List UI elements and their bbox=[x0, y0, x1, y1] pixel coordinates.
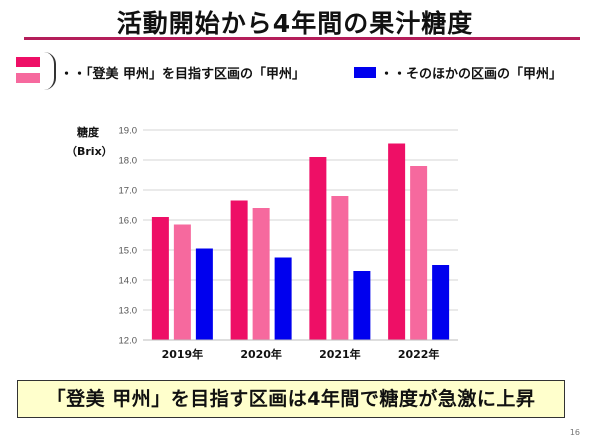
bar bbox=[274, 257, 292, 340]
bar bbox=[432, 265, 450, 340]
y-tick-label: 16.0 bbox=[119, 216, 138, 227]
page-title: 活動開始から4年間の果汁糖度 bbox=[116, 9, 474, 38]
title-underline bbox=[24, 37, 580, 40]
bar bbox=[388, 143, 406, 340]
y-tick-label: 17.0 bbox=[119, 186, 138, 197]
bar bbox=[353, 271, 371, 340]
legend-label-target: ・・「登美 甲州」を目指す区画の「甲州」 bbox=[60, 67, 306, 82]
legend-swatch-other bbox=[354, 67, 376, 78]
y-tick-label: 12.0 bbox=[119, 336, 138, 347]
bar bbox=[410, 166, 428, 340]
legend-swatch-target-light bbox=[16, 73, 40, 83]
y-tick-label: 14.0 bbox=[119, 276, 138, 287]
y-tick-label: 13.0 bbox=[119, 306, 138, 317]
bar bbox=[173, 224, 191, 340]
y-tick-label: 18.0 bbox=[119, 156, 138, 167]
legend-swatch-target-dark bbox=[16, 57, 40, 67]
bar-layer bbox=[151, 143, 450, 340]
x-tick-label: 2019年 bbox=[162, 347, 204, 361]
bar bbox=[252, 208, 270, 340]
x-tick-label: 2021年 bbox=[319, 347, 361, 361]
x-tick-label: 2022年 bbox=[398, 347, 440, 361]
conclusion-box: 「登美 甲州」を目指す区画は4年間で糖度が急激に上昇 bbox=[17, 380, 565, 418]
y-tick-label: 19.0 bbox=[119, 126, 138, 137]
bar bbox=[331, 196, 349, 340]
legend-label-other: ・・そのほかの区画の「甲州」 bbox=[380, 67, 563, 82]
y-axis-label: 糖度 （Brix） bbox=[66, 123, 113, 161]
bar bbox=[195, 248, 213, 340]
bar bbox=[309, 157, 327, 340]
axis-layer: 12.0 13.0 14.0 15.0 16.0 17.0 18.0 19.0 2019年 202… bbox=[119, 126, 458, 361]
page-number: 16 bbox=[569, 428, 580, 437]
x-tick-label: 2020年 bbox=[240, 347, 282, 361]
y-tick-label: 15.0 bbox=[119, 246, 138, 257]
y-axis-label-line1: 糖度 bbox=[77, 126, 99, 139]
bar bbox=[151, 217, 169, 340]
bar bbox=[230, 200, 248, 340]
grid-layer bbox=[143, 129, 458, 341]
y-axis-label-line2: （Brix） bbox=[66, 145, 113, 158]
legend-brace bbox=[44, 52, 56, 90]
